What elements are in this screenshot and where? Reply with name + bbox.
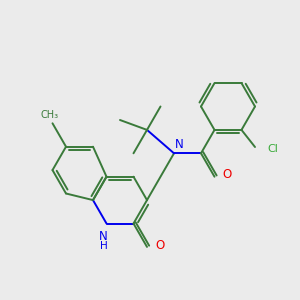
Text: CH₃: CH₃	[40, 110, 58, 120]
Text: O: O	[223, 168, 232, 181]
Text: H: H	[100, 241, 107, 251]
Text: O: O	[155, 239, 164, 252]
Text: N: N	[175, 138, 184, 151]
Text: N: N	[99, 230, 108, 243]
Text: Cl: Cl	[268, 143, 278, 154]
